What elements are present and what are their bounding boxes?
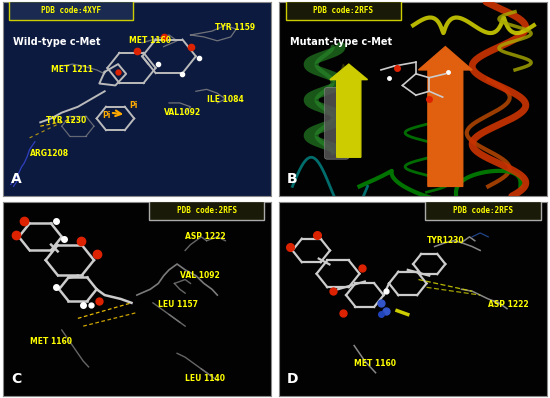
FancyBboxPatch shape bbox=[425, 201, 541, 220]
Text: MET 1160: MET 1160 bbox=[129, 36, 171, 45]
FancyBboxPatch shape bbox=[324, 88, 349, 159]
Text: TYR1230: TYR1230 bbox=[427, 236, 464, 245]
Text: Mutant-type c-Met: Mutant-type c-Met bbox=[290, 37, 392, 47]
Text: TYR 1230: TYR 1230 bbox=[46, 116, 86, 125]
FancyBboxPatch shape bbox=[149, 201, 264, 220]
Text: MET 1211: MET 1211 bbox=[51, 65, 93, 74]
Text: PDB code:4XYF: PDB code:4XYF bbox=[41, 6, 101, 15]
Text: A: A bbox=[11, 172, 21, 186]
Text: VAL1092: VAL1092 bbox=[164, 108, 201, 117]
Text: C: C bbox=[11, 372, 21, 386]
Text: MET 1160: MET 1160 bbox=[30, 337, 72, 346]
FancyArrow shape bbox=[330, 64, 367, 157]
Text: PDB code:2RFS: PDB code:2RFS bbox=[177, 206, 236, 215]
FancyBboxPatch shape bbox=[286, 1, 401, 20]
Text: LEU 1140: LEU 1140 bbox=[185, 374, 225, 383]
Text: B: B bbox=[287, 172, 298, 186]
Text: ASP 1222: ASP 1222 bbox=[488, 300, 529, 309]
Text: VAL 1092: VAL 1092 bbox=[180, 271, 219, 280]
FancyBboxPatch shape bbox=[9, 1, 133, 20]
Text: Wild-type c-Met: Wild-type c-Met bbox=[14, 37, 101, 47]
Text: PDB code:2RFS: PDB code:2RFS bbox=[314, 6, 373, 15]
Text: D: D bbox=[287, 372, 299, 386]
Text: ASP 1222: ASP 1222 bbox=[185, 232, 226, 241]
FancyArrow shape bbox=[338, 64, 349, 157]
Text: PDB code:2RFS: PDB code:2RFS bbox=[453, 206, 513, 215]
Text: TYR 1159: TYR 1159 bbox=[214, 23, 255, 32]
Text: Pi: Pi bbox=[129, 101, 137, 110]
FancyArrow shape bbox=[419, 47, 472, 186]
Text: Pi: Pi bbox=[102, 111, 111, 121]
Text: MET 1160: MET 1160 bbox=[354, 359, 396, 367]
Text: ARG1208: ARG1208 bbox=[30, 149, 69, 158]
Text: LEU 1157: LEU 1157 bbox=[158, 300, 199, 309]
Text: ILE 1084: ILE 1084 bbox=[207, 95, 243, 103]
